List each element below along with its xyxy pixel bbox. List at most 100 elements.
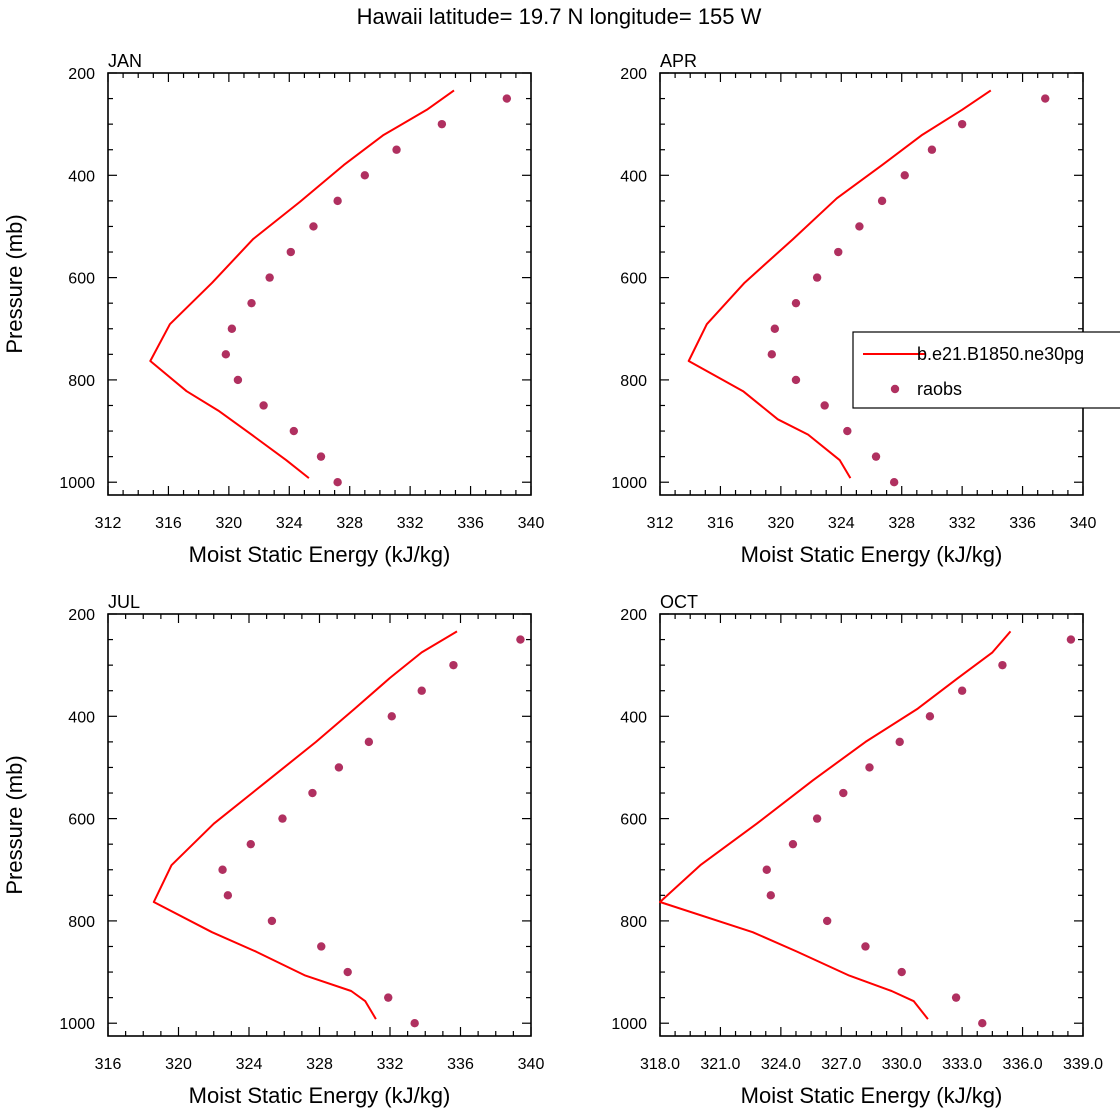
raobs-point [392, 145, 401, 154]
x-tick-label: 328 [306, 1056, 333, 1073]
x-tick-label: 318.0 [640, 1056, 680, 1073]
x-tick-label: 330.0 [882, 1056, 922, 1073]
x-tick-label: 327.0 [821, 1056, 861, 1073]
x-axis-title: Moist Static Energy (kJ/kg) [741, 1083, 1003, 1108]
raobs-point [449, 660, 458, 670]
raobs-point [309, 222, 318, 231]
y-tick-label: 400 [68, 168, 95, 185]
raobs-point [265, 273, 274, 282]
x-tick-label: 336.0 [1003, 1056, 1043, 1073]
y-axis-title: Pressure (mb) [2, 755, 27, 894]
x-tick-label: 336 [1009, 515, 1036, 532]
raobs-point [839, 788, 848, 798]
plot-frame [659, 613, 1084, 1037]
model-series-line [152, 630, 458, 1020]
raobs-point [223, 891, 233, 900]
legend-label-raobs: raobs [917, 379, 962, 399]
raobs-point [384, 993, 393, 1002]
y-tick-label: 800 [620, 914, 647, 931]
x-tick-label: 320 [768, 515, 795, 532]
y-tick-label: 200 [68, 607, 95, 624]
y-tick-label: 400 [620, 709, 647, 726]
y-tick-label: 1000 [59, 1016, 95, 1033]
raobs-point [516, 635, 525, 644]
y-tick-label: 800 [68, 914, 95, 931]
panel-label: JUL [108, 592, 140, 612]
x-tick-label: 339.0 [1063, 1056, 1103, 1073]
raobs-point [889, 478, 899, 487]
raobs-point [957, 686, 967, 695]
raobs-point [762, 865, 771, 874]
plot-frame [659, 72, 1084, 496]
x-tick-label: 340 [518, 1056, 545, 1073]
panels: JAN 312 316 320 324 328 332 336 340 200 400 600 800 1… [2, 51, 1103, 1108]
raobs-point [865, 763, 874, 772]
legend: b.e21.B1850.ne30pg raobs [852, 331, 1120, 409]
raobs-point [278, 814, 287, 823]
y-tick-label: 400 [620, 168, 647, 185]
plot-frame [107, 613, 532, 1037]
x-tick-label: 320 [165, 1056, 192, 1073]
x-tick-label: 312 [647, 515, 674, 532]
x-tick-label: 333.0 [942, 1056, 982, 1073]
x-tick-label: 316 [707, 515, 734, 532]
x-axis-title: Moist Static Energy (kJ/kg) [741, 542, 1003, 567]
x-tick-label: 328 [336, 515, 363, 532]
x-tick-label: 324 [828, 515, 855, 532]
raobs-point [788, 839, 798, 849]
y-tick-label: 600 [620, 812, 647, 829]
panel-jul: JUL 316 320 324 328 332 336 340 200 400 600 800 1000… [2, 592, 544, 1108]
panel-jan: JAN 312 316 320 324 328 332 336 340 200 400 600 800 1… [2, 51, 544, 567]
x-tick-label: 336 [457, 515, 484, 532]
raobs-point [267, 916, 277, 926]
raobs-point [437, 119, 447, 129]
x-axis-title: Moist Static Energy (kJ/kg) [189, 1083, 451, 1108]
raobs-point [1041, 94, 1050, 103]
x-tick-label: 332 [397, 515, 424, 532]
x-tick-label: 320 [216, 515, 243, 532]
raobs-point [259, 401, 268, 410]
raobs-point [812, 814, 822, 823]
raobs-point [333, 196, 342, 206]
y-tick-label: 800 [620, 373, 647, 390]
panel-oct: OCT 318.0 321.0 324.0 327.0 330.0 333.0 336.0 33… [611, 592, 1103, 1108]
y-tick-label: 600 [68, 812, 95, 829]
raobs-point [812, 273, 822, 282]
panel-label: OCT [660, 592, 698, 612]
raobs-point [333, 478, 342, 487]
raobs-point [871, 452, 881, 461]
y-axis-title: Pressure (mb) [2, 214, 27, 353]
raobs-point [895, 737, 904, 747]
x-axis-title: Moist Static Energy (kJ/kg) [189, 542, 451, 567]
x-tick-label: 324 [236, 1056, 263, 1073]
legend-marker-swatch [890, 384, 900, 394]
raobs-point [317, 942, 326, 951]
x-tick-label: 336 [447, 1056, 474, 1073]
y-tick-label: 200 [620, 607, 647, 624]
panel-label: JAN [108, 51, 142, 71]
y-tick-label: 1000 [611, 475, 647, 492]
x-tick-label: 316 [95, 1056, 122, 1073]
raobs-point [286, 247, 295, 257]
raobs-point [978, 1019, 987, 1028]
raobs-point [820, 401, 829, 410]
raobs-point [957, 119, 967, 129]
raobs-point [861, 942, 870, 951]
raobs-point [791, 375, 801, 385]
x-tick-label: 328 [888, 515, 915, 532]
model-series-line [149, 89, 455, 479]
raobs-point [218, 865, 227, 874]
raobs-point [951, 993, 961, 1002]
raobs-point [877, 196, 887, 206]
x-tick-label: 332 [377, 1056, 404, 1073]
raobs-point [927, 145, 937, 154]
raobs-point [289, 426, 299, 436]
y-tick-label: 1000 [59, 475, 95, 492]
x-tick-label: 340 [518, 515, 545, 532]
raobs-point [770, 324, 780, 333]
raobs-point [900, 171, 909, 180]
raobs-point [233, 375, 243, 385]
raobs-point [246, 839, 255, 849]
x-tick-label: 324.0 [761, 1056, 801, 1073]
